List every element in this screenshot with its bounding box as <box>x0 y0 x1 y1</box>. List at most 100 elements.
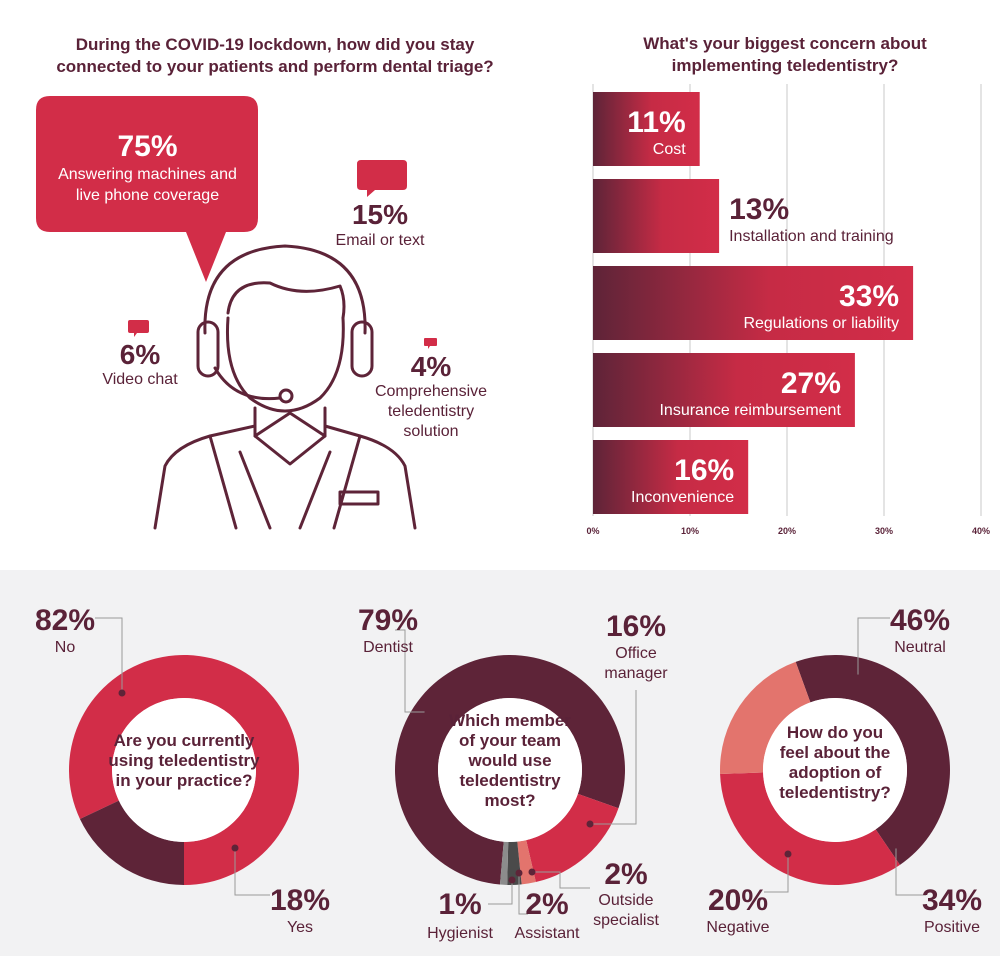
q1-title-line1: During the COVID-19 lockdown, how did yo… <box>75 35 475 54</box>
outside-pct-label: 2% <box>604 858 647 891</box>
negative-category-label: Negative <box>706 919 769 936</box>
donut1-center-text-2: in your practice? <box>116 771 253 790</box>
donut3-center-text-3: teledentistry? <box>779 783 890 802</box>
x-tick-label-0: 0% <box>586 526 599 536</box>
hygienist-pct-label: 1% <box>438 888 481 921</box>
outside-category-label-1: Outside <box>598 892 653 909</box>
assistant-pct-label: 2% <box>525 888 568 921</box>
donut2-slice-1 <box>526 793 619 883</box>
donut2-slice-0 <box>394 655 625 885</box>
donut2-center-text-4: most? <box>485 791 536 810</box>
negative-dot <box>784 850 792 858</box>
bar-category-label-1: Installation and training <box>729 228 894 245</box>
hygienist-dot <box>508 876 516 884</box>
donut2-center-text-3: teledentistry <box>459 771 561 790</box>
answer-video-label: Video chat <box>102 371 178 388</box>
speech-bubble-large <box>36 96 258 282</box>
bar-value-label-3: 27% <box>781 367 841 400</box>
bar-0 <box>593 92 700 166</box>
negative-leader <box>764 854 789 893</box>
answer-phone-label2: live phone coverage <box>75 187 220 204</box>
bar-category-label-3: Insurance reimbursement <box>659 402 841 419</box>
donut1-slice-0 <box>69 655 299 885</box>
outside-leader <box>532 871 590 889</box>
donut2-center-text-2: would use <box>467 751 551 770</box>
bottom-section: Are you currently using teledentistry in y… <box>0 570 1000 956</box>
bar-3 <box>593 353 855 427</box>
neutral-category-label: Neutral <box>894 639 946 656</box>
q1-title: During the COVID-19 lockdown, how did yo… <box>40 34 510 78</box>
donut3-center-text-2: adoption of <box>789 763 882 782</box>
donut3-slice-1 <box>720 772 900 885</box>
office-category-label-2: manager <box>604 665 668 682</box>
outside-category-label-2: specialist <box>593 912 659 929</box>
answer-video: 6% Video chat <box>90 340 190 390</box>
bar-value-label-2: 33% <box>839 280 899 313</box>
answer-video-pct: 6% <box>119 339 161 370</box>
answer-solution-label1: Comprehensive <box>374 383 488 400</box>
neutral-dot <box>854 674 862 682</box>
positive-pct-label: 34% <box>922 884 982 917</box>
bar-category-label-2: Regulations or liability <box>743 315 899 332</box>
speech-bubble-email-icon <box>357 160 407 197</box>
office-leader <box>590 690 637 825</box>
answer-phone: 75% Answering machines and live phone co… <box>40 130 255 206</box>
q1-title-line2: connected to your patients and perform d… <box>56 57 494 76</box>
top-section: During the COVID-19 lockdown, how did yo… <box>36 34 991 536</box>
x-tick-label-1: 10% <box>681 526 699 536</box>
office-category-label-1: Office <box>615 645 657 662</box>
positive-leader <box>895 845 926 896</box>
hygienist-category-label: Hygienist <box>427 925 493 942</box>
no-pct-label: 82% <box>35 604 95 637</box>
bar-value-label-0: 11% <box>627 106 685 139</box>
x-tick-label-3: 30% <box>875 526 893 536</box>
bar-value-label-1: 13% <box>729 193 789 226</box>
dentist-pct-label: 79% <box>358 604 418 637</box>
dentist-category-label: Dentist <box>363 639 413 656</box>
donut2-center-text-1: of your team <box>459 731 561 750</box>
donut1-center-text-1: using teledentistry <box>108 751 260 770</box>
outside-dot <box>528 868 536 876</box>
yes-dot <box>231 844 239 852</box>
assistant-leader <box>518 873 528 915</box>
donut1-hole <box>112 698 256 842</box>
speech-bubble-video-icon <box>128 320 149 337</box>
bar-1 <box>593 179 720 253</box>
yes-leader <box>234 848 270 896</box>
positive-dot <box>892 841 900 849</box>
answer-solution-label3: solution <box>403 423 459 440</box>
neutral-leader <box>857 617 890 678</box>
answer-phone-pct: 75% <box>117 130 178 163</box>
concern-bar-chart: 0% 10% 20% 30% 40% 11% Cost 13% Installation and… <box>586 84 990 536</box>
x-tick-label-4: 40% <box>972 526 990 536</box>
answer-solution: 4% Comprehensive teledentistry solution <box>366 352 496 442</box>
assistant-category-label: Assistant <box>515 925 580 942</box>
answer-phone-label1: Answering machines and <box>58 166 237 183</box>
donut3-slice-2 <box>720 661 811 775</box>
donut1-center-text-0: Are you currently <box>114 731 255 750</box>
bar-title-line2: implementing teledentistry? <box>671 56 899 75</box>
donut3-hole <box>763 698 907 842</box>
bar-2 <box>593 266 914 340</box>
operator-headset-icon <box>153 244 417 530</box>
speech-bubble-solution-icon <box>424 338 437 349</box>
answer-email-pct: 15% <box>351 199 409 230</box>
yes-pct-label: 18% <box>270 884 330 917</box>
bar-category-label-0: Cost <box>653 141 686 158</box>
bar-category-label-4: Inconvenience <box>631 489 734 506</box>
bar-title-line1: What's your biggest concern about <box>643 34 927 53</box>
office-dot <box>586 820 594 828</box>
donut3-center-text-0: How do you <box>787 723 883 742</box>
donut1-slice-1 <box>79 800 184 885</box>
answer-solution-pct: 4% <box>410 351 452 382</box>
donut2-hole <box>438 698 582 842</box>
bar-4 <box>593 440 749 514</box>
dentist-dot <box>424 708 432 716</box>
donut3-slice-0 <box>795 655 950 865</box>
donut2-center-text-0: Which member <box>449 711 571 730</box>
answer-solution-label2: teledentistry <box>387 403 475 420</box>
no-dot <box>118 689 126 697</box>
answer-email-label: Email or text <box>335 232 425 249</box>
hygienist-leader <box>488 880 513 905</box>
